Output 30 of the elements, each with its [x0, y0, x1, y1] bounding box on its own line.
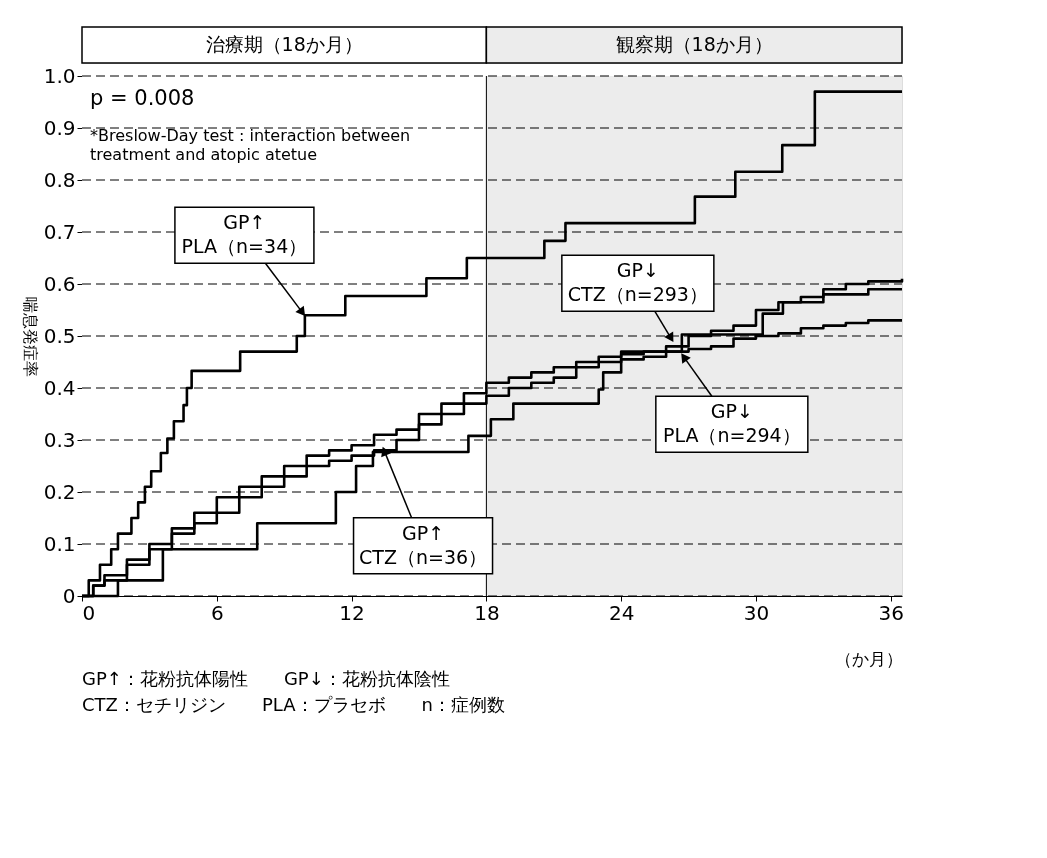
y-tick-label: 0 [62, 583, 76, 608]
x-tick-label: 24 [608, 600, 635, 625]
y-tick-label: 0.7 [43, 219, 76, 244]
band-label: 観察期（18か月） [615, 33, 773, 55]
x-tick-label: 18 [474, 600, 500, 625]
x-axis-title: （か月） [834, 648, 903, 669]
band-label: 治療期（18か月） [205, 33, 363, 55]
x-tick-label: 12 [339, 600, 365, 625]
x-tick-label: 30 [743, 600, 770, 625]
y-tick-label: 0.3 [43, 427, 76, 452]
y-tick-label: 0.8 [43, 167, 76, 192]
annotation: p = 0.008 [90, 86, 195, 110]
x-tick-label: 0 [82, 600, 96, 625]
text: GP↑：花粉抗体陽性 GP↓：花粉抗体陰性 [82, 668, 450, 689]
y-tick-label: 1.0 [43, 63, 76, 88]
x-tick-label: 36 [878, 600, 904, 625]
annotation: GP↓ CTZ（n=293） [567, 259, 708, 306]
annotation: GP↓ PLA（n=294） [662, 400, 801, 447]
y-tick-label: 0.5 [43, 323, 76, 348]
y-axis-title: 喘息発症率 [20, 296, 40, 377]
y-tick-label: 0.4 [43, 375, 76, 400]
text: CTZ：セチリジン PLA：プラセボ n：症例数 [82, 694, 505, 715]
y-tick-label: 0.9 [43, 115, 76, 140]
annotation: GP↑ PLA（n=34） [181, 211, 308, 258]
y-tick-label: 0.6 [43, 271, 76, 296]
y-tick-label: 0.1 [43, 531, 76, 556]
x-tick-label: 6 [210, 600, 224, 625]
annotation: GP↑ CTZ（n=36） [359, 521, 488, 568]
annotation: *Breslow-Day test : interaction between treatment and atopic atetue [90, 126, 411, 164]
y-tick-label: 0.2 [43, 479, 76, 504]
